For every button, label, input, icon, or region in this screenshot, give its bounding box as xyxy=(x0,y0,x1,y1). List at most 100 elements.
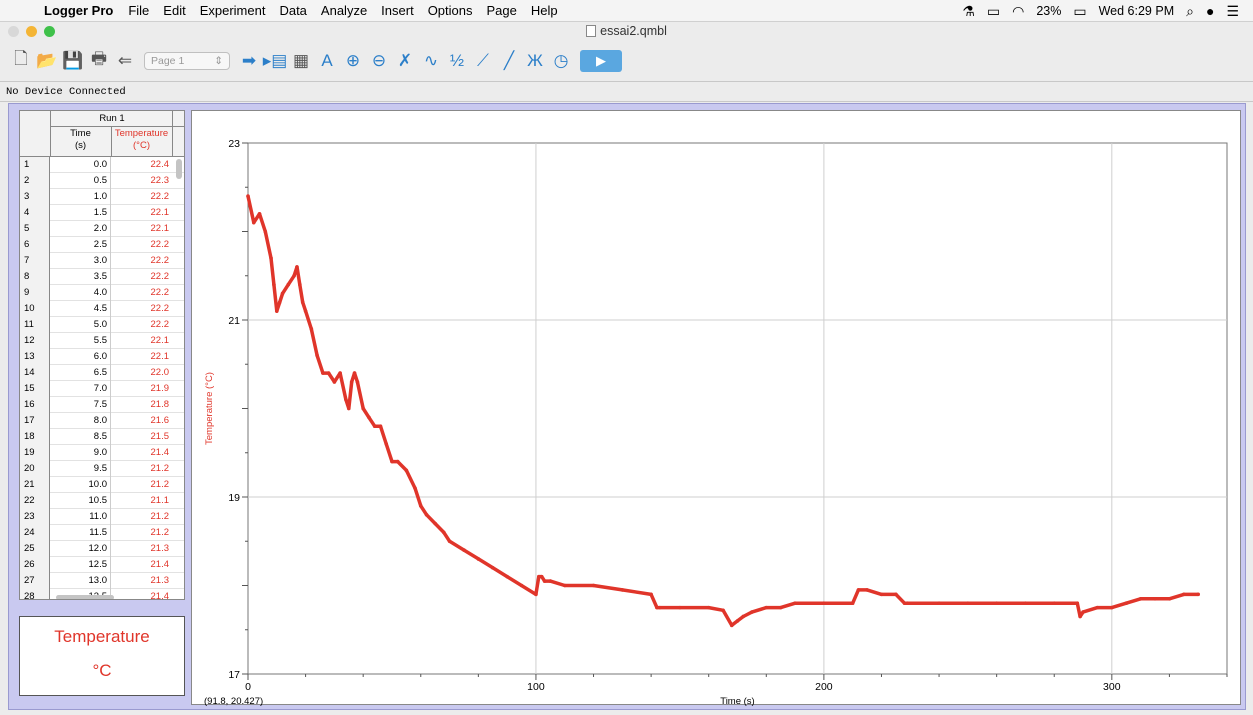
next-page-icon[interactable]: ➡ xyxy=(241,50,257,70)
time-cell[interactable]: 3.0 xyxy=(50,253,111,269)
battery-icon[interactable]: ▭ xyxy=(1073,2,1087,19)
table-row[interactable]: 1 0.0 22.4 xyxy=(20,157,184,173)
graph-panel[interactable]: 0 100 200 300 17 19 21 23 Time (s) Temperature (°… xyxy=(191,110,1242,706)
app-menu[interactable]: Logger Pro xyxy=(44,3,114,18)
data-collection-icon[interactable]: ◷ xyxy=(553,50,569,70)
time-cell[interactable]: 11.5 xyxy=(50,525,111,541)
notification-center-icon[interactable]: ☰ xyxy=(1226,2,1239,19)
table-row[interactable]: 27 13.0 21.3 xyxy=(20,573,184,589)
table-row[interactable]: 20 9.5 21.2 xyxy=(20,461,184,477)
table-row[interactable]: 13 6.0 22.1 xyxy=(20,349,184,365)
table-row[interactable]: 11 5.0 22.2 xyxy=(20,317,184,333)
menu-analyze[interactable]: Analyze xyxy=(320,3,368,18)
linear-fit-icon[interactable]: ╱ xyxy=(503,50,515,70)
minimize-window-button[interactable] xyxy=(26,26,37,37)
flask-icon[interactable]: ⚗ xyxy=(962,2,975,19)
menu-file[interactable]: File xyxy=(128,3,150,18)
temperature-cell[interactable]: 21.4 xyxy=(150,591,170,600)
zoom-out-icon[interactable]: ⊖ xyxy=(371,50,387,70)
time-cell[interactable]: 1.0 xyxy=(50,189,111,205)
autoscale-icon[interactable]: A xyxy=(321,50,333,70)
temperature-cell[interactable]: 22.2 xyxy=(150,319,170,330)
temperature-cell[interactable]: 22.2 xyxy=(150,303,170,314)
time-cell[interactable]: 0.5 xyxy=(50,173,111,189)
temperature-meter[interactable]: Temperature °C xyxy=(19,616,185,696)
time-cell[interactable]: 2.0 xyxy=(50,221,111,237)
table-row[interactable]: 2 0.5 22.3 xyxy=(20,173,184,189)
table-row[interactable]: 3 1.0 22.2 xyxy=(20,189,184,205)
menu-edit[interactable]: Edit xyxy=(163,3,186,18)
temperature-cell[interactable]: 21.3 xyxy=(150,543,170,554)
save-icon[interactable]: 💾 xyxy=(62,50,84,70)
table-row[interactable]: 4 1.5 22.1 xyxy=(20,205,184,221)
table-row[interactable]: 22 10.5 21.1 xyxy=(20,493,184,509)
time-cell[interactable]: 6.0 xyxy=(50,349,111,365)
time-cell[interactable]: 8.5 xyxy=(50,429,111,445)
table-row[interactable]: 18 8.5 21.5 xyxy=(20,429,184,445)
menu-insert[interactable]: Insert xyxy=(381,3,414,18)
new-file-icon[interactable]: 🗋 xyxy=(14,49,28,68)
temperature-cell[interactable]: 22.2 xyxy=(150,255,170,266)
time-cell[interactable]: 5.5 xyxy=(50,333,111,349)
time-cell[interactable]: 10.5 xyxy=(50,493,111,509)
temperature-graph[interactable]: 0 100 200 300 17 19 21 23 Time (s) Temperature (°… xyxy=(192,111,1242,706)
temperature-cell[interactable]: 22.1 xyxy=(150,351,170,362)
table-row[interactable]: 25 12.0 21.3 xyxy=(20,541,184,557)
temperature-cell[interactable]: 21.2 xyxy=(150,527,170,538)
table-row[interactable]: 23 11.0 21.2 xyxy=(20,509,184,525)
temperature-cell[interactable]: 22.3 xyxy=(150,175,170,186)
temperature-cell[interactable]: 21.6 xyxy=(150,415,170,426)
open-folder-icon[interactable]: 📂 xyxy=(36,50,58,70)
temperature-cell[interactable]: 21.9 xyxy=(150,383,170,394)
print-icon[interactable]: 🖶 xyxy=(90,49,108,68)
table-row[interactable]: 17 8.0 21.6 xyxy=(20,413,184,429)
temperature-cell[interactable]: 21.2 xyxy=(150,463,170,474)
table-row[interactable]: 14 6.5 22.0 xyxy=(20,365,184,381)
temperature-cell[interactable]: 21.4 xyxy=(150,559,170,570)
table-row[interactable]: 8 3.5 22.2 xyxy=(20,269,184,285)
time-cell[interactable]: 4.5 xyxy=(50,301,111,317)
temperature-cell[interactable]: 22.2 xyxy=(150,287,170,298)
temperature-cell[interactable]: 22.0 xyxy=(150,367,170,378)
table-row[interactable]: 12 5.5 22.1 xyxy=(20,333,184,349)
time-cell[interactable]: 9.5 xyxy=(50,461,111,477)
table-row[interactable]: 6 2.5 22.2 xyxy=(20,237,184,253)
airplay-icon[interactable]: ▭ xyxy=(986,2,1001,19)
temperature-cell[interactable]: 22.1 xyxy=(150,223,170,234)
time-cell[interactable]: 0.0 xyxy=(50,157,111,173)
time-cell[interactable]: 5.0 xyxy=(50,317,111,333)
battery-percent[interactable]: 23% xyxy=(1036,4,1062,18)
clock[interactable]: Wed 6:29 PM xyxy=(1098,4,1175,18)
menu-data[interactable]: Data xyxy=(279,3,307,18)
time-column-header[interactable]: Time (s) xyxy=(50,128,111,152)
menu-help[interactable]: Help xyxy=(530,3,558,18)
temperature-cell[interactable]: 22.1 xyxy=(150,335,170,346)
table-row[interactable]: 24 11.5 21.2 xyxy=(20,525,184,541)
table-row[interactable]: 26 12.5 21.4 xyxy=(20,557,184,573)
table-horizontal-scrollbar[interactable] xyxy=(56,595,114,599)
time-cell[interactable]: 3.5 xyxy=(50,269,111,285)
examine-icon[interactable]: ✗ xyxy=(397,50,413,70)
time-cell[interactable]: 7.5 xyxy=(50,397,111,413)
time-cell[interactable]: 11.0 xyxy=(50,509,111,525)
time-cell[interactable]: 12.5 xyxy=(50,557,111,573)
calculator-icon[interactable]: ▦ xyxy=(292,50,310,70)
zoom-in-icon[interactable]: ⊕ xyxy=(345,50,361,70)
temperature-cell[interactable]: 21.5 xyxy=(150,431,170,442)
statistics-icon[interactable]: ⟋ xyxy=(477,50,489,70)
time-cell[interactable]: 9.0 xyxy=(50,445,111,461)
temperature-cell[interactable]: 21.4 xyxy=(150,447,170,458)
temperature-cell[interactable]: 21.8 xyxy=(150,399,170,410)
temperature-cell[interactable]: 22.1 xyxy=(150,207,170,218)
close-window-button[interactable] xyxy=(8,26,19,37)
collect-button[interactable]: ▶ xyxy=(580,49,622,72)
time-cell[interactable]: 13.0 xyxy=(50,573,111,589)
time-cell[interactable]: 2.5 xyxy=(50,237,111,253)
table-row[interactable]: 10 4.5 22.2 xyxy=(20,301,184,317)
table-vertical-scrollbar[interactable] xyxy=(176,159,182,179)
spotlight-search-icon[interactable]: ⌕ xyxy=(1186,2,1194,19)
table-row[interactable]: 21 10.0 21.2 xyxy=(20,477,184,493)
menu-page[interactable]: Page xyxy=(486,3,517,18)
menu-experiment[interactable]: Experiment xyxy=(199,3,266,18)
integral-icon[interactable]: ½ xyxy=(449,50,465,70)
